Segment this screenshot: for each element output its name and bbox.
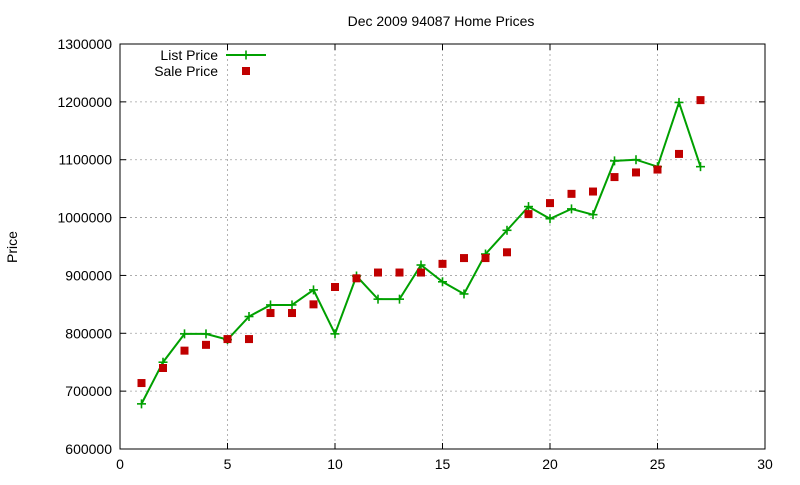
sale-price-point [223,335,232,344]
sale-price-point [288,309,296,318]
x-tick-label: 25 [650,456,666,472]
list-price-point [674,97,684,107]
sale-price-point [503,248,511,257]
list-price-point [631,155,641,165]
sale-price-point [137,379,146,388]
sale-price-point [395,268,404,277]
list-price-point [373,294,383,304]
sale-price-point [266,309,275,318]
sale-price-point [546,199,554,208]
x-tick-label: 5 [224,456,232,472]
list-price-point [696,162,705,172]
list-price-point [287,300,297,310]
legend-label: Sale Price [154,63,218,79]
list-price-point [545,214,555,224]
legend-swatch-marker [242,67,250,75]
sale-price-point [245,335,253,344]
y-tick-label: 1300000 [57,36,112,52]
x-tick-label: 15 [435,456,451,472]
y-tick-label: 800000 [65,325,112,341]
sale-price-point [180,346,189,355]
list-price-point [180,329,189,339]
list-price-point [567,204,576,214]
y-tick-label: 1200000 [57,94,112,110]
y-tick-label: 600000 [65,441,112,457]
sale-price-point [159,364,167,372]
list-price-point [588,210,598,220]
sale-price-point [352,274,361,283]
sale-price-point [524,210,533,219]
sale-price-point [696,96,705,105]
x-tick-label: 10 [327,456,343,472]
sale-price-point [632,168,640,177]
y-tick-label: 1000000 [57,210,112,226]
grid-lines [120,44,765,449]
list-price-point [395,294,404,304]
list-price-point [438,277,447,287]
axis-ticks: 0 5 10 15 20 25 30 600000 700000 800000 900000 1000… [57,36,773,472]
legend-label: List Price [160,47,218,63]
sale-price-point [675,149,683,158]
list-price-line [140,99,702,405]
y-axis-label: Price [4,231,20,263]
sale-price-point [438,259,447,268]
sale-price-point [653,165,662,174]
list-price-point [137,399,146,409]
list-price-point [330,329,340,339]
sale-price-point [331,283,339,291]
sale-price-point [481,254,490,263]
list-price-point [524,202,533,212]
sale-price-point [374,268,382,277]
data-series [137,96,705,409]
sale-price-point [202,340,210,349]
x-tick-label: 0 [116,456,124,472]
chart-title: Dec 2009 94087 Home Prices [348,13,535,29]
sale-price-point [610,173,619,182]
list-price-point [201,329,211,339]
y-tick-label: 700000 [65,383,112,399]
list-price-point [244,312,254,322]
legend-swatch-marker [241,50,251,60]
sale-price-point [460,254,468,263]
sale-price-point [417,268,425,277]
list-price-point [309,285,318,295]
y-tick-label: 1100000 [59,152,113,168]
y-tick-label: 900000 [65,267,112,283]
x-tick-label: 30 [757,456,773,472]
list-price-point [266,300,275,310]
list-price-point [502,225,512,235]
sale-price-point [309,300,318,309]
sale-price-point [589,187,597,196]
list-price-point [459,289,469,299]
x-tick-label: 20 [542,456,558,472]
list-price-point [610,156,619,166]
list-price-point [416,260,426,270]
sale-price-point [567,189,576,198]
